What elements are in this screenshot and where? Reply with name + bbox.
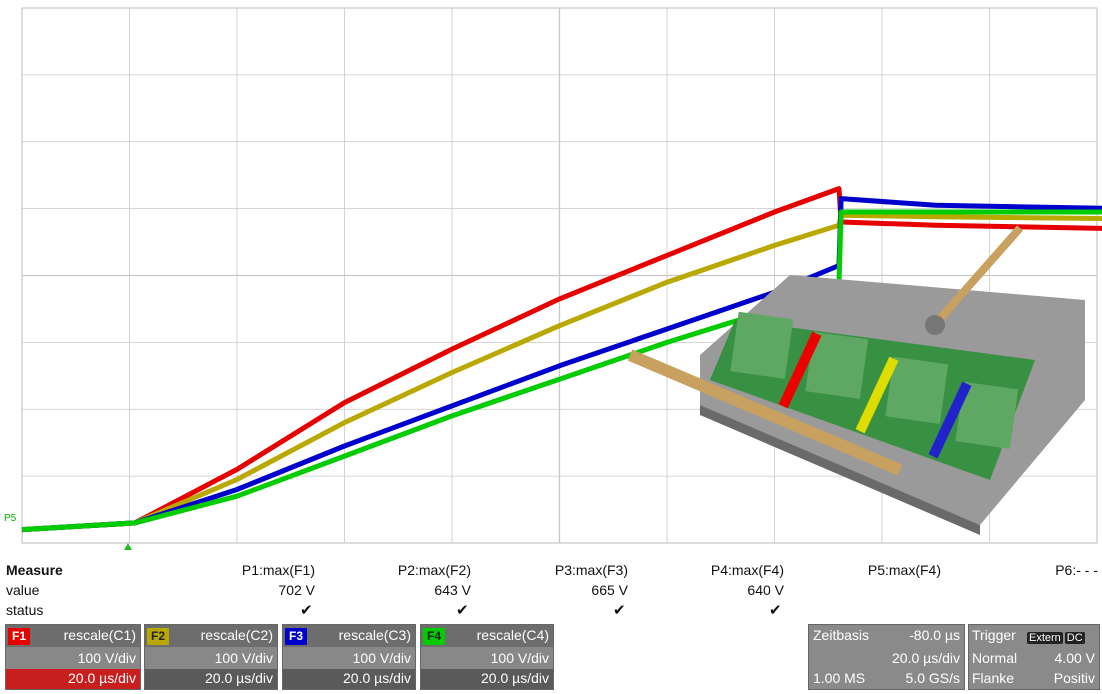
- status-check-icon: ✔: [769, 602, 782, 619]
- channel-f3-box[interactable]: F3 rescale(C3) 100 V/div 20.0 µs/div: [282, 624, 416, 690]
- measure-param-p3[interactable]: P3:max(F3): [554, 562, 628, 578]
- measure-value-p3: 665 V: [591, 582, 628, 598]
- trace-f4: [21, 209, 1102, 533]
- measure-param-p4[interactable]: P4:max(F4): [710, 562, 784, 578]
- measure-header: Measure: [6, 562, 63, 578]
- channel-function: rescale(C1): [63, 627, 136, 643]
- channel-vdiv: 100 V/div: [214, 650, 273, 666]
- trace-f1: [21, 186, 1102, 533]
- timebase-label: Zeitbasis: [813, 627, 870, 643]
- measure-param-p1[interactable]: P1:max(F1): [241, 562, 315, 578]
- channel-tag: F2: [147, 628, 169, 645]
- trigger-level: 4.00 V: [1054, 650, 1095, 666]
- measure-value-p4: 640 V: [747, 582, 784, 598]
- timebase-tdiv: 20.0 µs/div: [892, 650, 960, 666]
- channel-tag: F1: [8, 628, 30, 645]
- timebase-box[interactable]: Zeitbasis -80.0 µs 20.0 µs/div 1.00 MS 5…: [808, 624, 965, 690]
- measure-param-p6[interactable]: P6:- - -: [1055, 562, 1098, 578]
- channel-f2-box[interactable]: F2 rescale(C2) 100 V/div 20.0 µs/div: [144, 624, 278, 690]
- trigger-edge-label: Flanke: [972, 670, 1015, 686]
- module-illustration: [627, 225, 1085, 535]
- channel-function: rescale(C4): [476, 627, 549, 643]
- trigger-box[interactable]: Trigger Extern DC Normal 4.00 V Flanke Po…: [968, 624, 1100, 690]
- channel-function: rescale(C2): [200, 627, 273, 643]
- status-check-icon: ✔: [300, 602, 313, 619]
- channel-tdiv: 20.0 µs/div: [343, 670, 411, 686]
- channel-vdiv: 100 V/div: [77, 650, 136, 666]
- channel-vdiv: 100 V/div: [352, 650, 411, 666]
- channel-tag: F3: [285, 628, 307, 645]
- trace-marker-label: P5: [4, 513, 17, 524]
- status-check-icon: ✔: [613, 602, 626, 619]
- channel-tdiv: 20.0 µs/div: [481, 670, 549, 686]
- waveform-plot: P5: [4, 7, 1102, 550]
- channel-tdiv: 20.0 µs/div: [205, 670, 273, 686]
- channel-function: rescale(C3): [338, 627, 411, 643]
- trigger-mode: Normal: [972, 650, 1018, 666]
- trace-f3: [21, 196, 1102, 533]
- measure-value-p1: 702 V: [278, 582, 315, 598]
- timebase-rate: 5.0 GS/s: [905, 670, 960, 686]
- trigger-marker-icon: [124, 543, 132, 550]
- measure-param-p2[interactable]: P2:max(F2): [397, 562, 471, 578]
- channel-tdiv: 20.0 µs/div: [68, 670, 136, 686]
- trace-f2: [21, 212, 1102, 533]
- measure-row-value-label: value: [6, 582, 40, 598]
- traces: [21, 186, 1102, 533]
- timebase-offset: -80.0 µs: [909, 627, 960, 643]
- channel-f4-box[interactable]: F4 rescale(C4) 100 V/div 20.0 µs/div: [420, 624, 554, 690]
- measure-value-p2: 643 V: [434, 582, 471, 598]
- trigger-label: Trigger: [972, 627, 1016, 643]
- measure-row-status-label: status: [6, 602, 44, 618]
- trigger-source-tag: Extern: [1027, 632, 1063, 644]
- channel-f1-box[interactable]: F1 rescale(C1) 100 V/div 20.0 µs/div: [5, 624, 141, 690]
- channel-tag: F4: [423, 628, 445, 645]
- timebase-samples: 1.00 MS: [813, 670, 866, 686]
- status-check-icon: ✔: [456, 602, 469, 619]
- measure-param-p5[interactable]: P5:max(F4): [867, 562, 941, 578]
- trigger-coupling-tag: DC: [1064, 632, 1085, 644]
- channel-vdiv: 100 V/div: [490, 650, 549, 666]
- trigger-slope: Positiv: [1053, 670, 1095, 686]
